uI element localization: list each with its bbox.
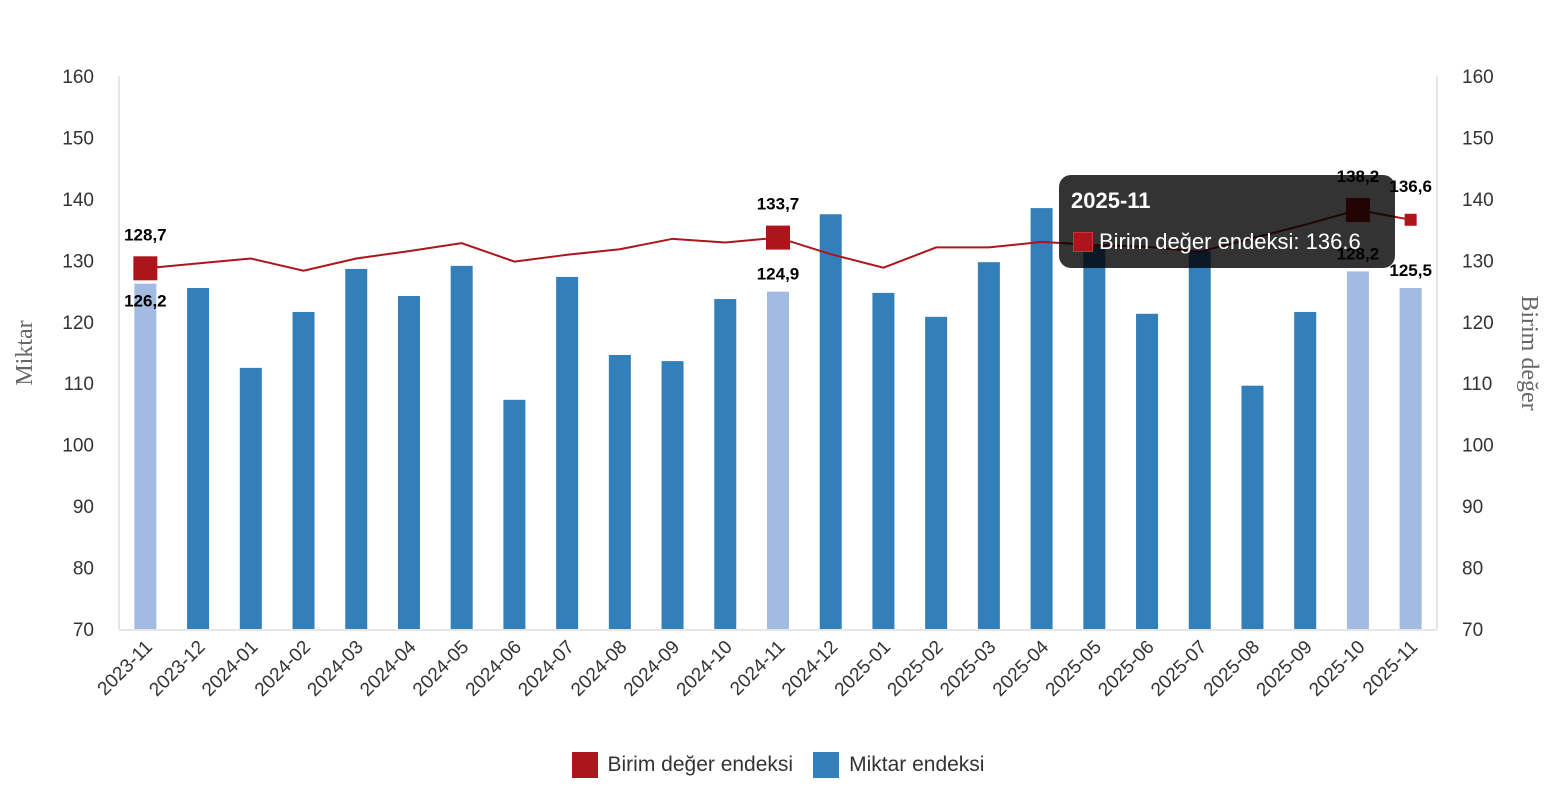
- x-tick-label: 2025-10: [1305, 637, 1369, 701]
- x-tick-label: 2025-09: [1253, 637, 1317, 701]
- line-data-label: 128,7: [124, 225, 167, 244]
- y2-tick-label: 110: [1462, 374, 1492, 395]
- bar-2024-10[interactable]: [714, 299, 737, 629]
- tooltip-title: 2025-11: [1071, 188, 1151, 213]
- y-tick-label: 80: [73, 559, 94, 580]
- line-marker-2024-11[interactable]: [766, 225, 790, 250]
- x-tick-label: 2025-11: [1359, 637, 1422, 700]
- y-tick-label: 120: [62, 313, 94, 334]
- y2-tick-label: 160: [1462, 67, 1494, 88]
- x-tick-label: 2025-07: [1147, 637, 1211, 701]
- x-tick-label: 2024-03: [304, 637, 368, 701]
- x-tick-label: 2023-11: [94, 637, 157, 700]
- x-tick-label: 2025-06: [1094, 637, 1158, 701]
- y2-tick-label: 130: [1462, 251, 1494, 272]
- y2-tick-label: 120: [1462, 313, 1494, 334]
- legend: Birim değer endeksi Miktar endeksi: [0, 752, 1556, 778]
- bar-2025-11[interactable]: [1399, 287, 1422, 629]
- bar-2025-09[interactable]: [1294, 311, 1317, 629]
- y-tick-label: 140: [62, 190, 94, 211]
- x-tick-label: 2025-03: [936, 637, 1000, 701]
- bar-2025-10[interactable]: [1346, 271, 1369, 629]
- x-tick-label: 2024-04: [356, 636, 420, 700]
- x-tick-label: 2024-05: [409, 637, 473, 701]
- x-tick-label: 2024-08: [567, 637, 631, 701]
- bar-2025-03[interactable]: [977, 262, 1000, 629]
- bar-2023-11[interactable]: [134, 283, 157, 629]
- bar-2024-11[interactable]: [767, 291, 789, 629]
- bar-2025-02[interactable]: [925, 316, 948, 629]
- line-data-label: 133,7: [757, 195, 800, 214]
- y2-tick-label: 80: [1462, 559, 1483, 580]
- right-y-axis: 70 80 90 100 110 120 130 140 150 160: [1462, 67, 1494, 641]
- tooltip-text: Birim değer endeksi: 136.6: [1099, 229, 1361, 254]
- bar-2024-12[interactable]: [819, 214, 842, 629]
- x-tick-label: 2023-12: [145, 637, 209, 701]
- bar-2024-05[interactable]: [450, 265, 473, 629]
- legend-label: Miktar endeksi: [849, 753, 985, 776]
- bar-2024-04[interactable]: [397, 295, 420, 629]
- y2-tick-label: 100: [1462, 436, 1494, 457]
- tooltip: 2025-11 Birim değer endeksi: 136.6: [1059, 175, 1395, 268]
- bar-2025-01[interactable]: [872, 292, 895, 629]
- legend-label: Birim değer endeksi: [607, 753, 794, 776]
- y-tick-label: 70: [73, 620, 94, 641]
- x-tick-label: 2024-02: [251, 637, 315, 701]
- bar-data-label: 124,9: [757, 265, 800, 284]
- y2-tick-label: 140: [1462, 190, 1494, 211]
- y-tick-label: 100: [62, 436, 94, 457]
- legend-item-birim-deger[interactable]: Birim değer endeksi: [571, 752, 794, 778]
- y2-tick-label: 70: [1462, 620, 1483, 641]
- legend-swatch-blue: [813, 752, 840, 778]
- left-y-axis: 70 80 90 100 110 120 130 140 150 160: [62, 67, 94, 641]
- bar-2025-04[interactable]: [1030, 208, 1053, 629]
- x-tick-label: 2024-01: [198, 637, 262, 701]
- x-tick-label: 2025-05: [1042, 637, 1106, 701]
- y2-tick-label: 150: [1462, 128, 1494, 149]
- bar-2024-08[interactable]: [608, 354, 631, 629]
- x-tick-label: 2024-10: [673, 637, 737, 701]
- line-marker-2025-11[interactable]: [1404, 213, 1417, 226]
- x-tick-label: 2025-04: [989, 636, 1053, 700]
- x-tick-label: 2025-01: [831, 637, 895, 701]
- bar-2024-01[interactable]: [239, 367, 262, 629]
- y-tick-label: 150: [62, 128, 94, 149]
- y-tick-label: 90: [73, 497, 94, 518]
- left-axis-title: Miktar: [12, 320, 38, 385]
- bar-2025-08[interactable]: [1241, 385, 1264, 629]
- x-tick-label: 2025-02: [884, 637, 948, 701]
- bar-2024-02[interactable]: [292, 311, 315, 629]
- bar-data-label: 125,5: [1389, 261, 1432, 280]
- bar-2025-07[interactable]: [1188, 251, 1211, 629]
- legend-item-miktar[interactable]: Miktar endeksi: [813, 752, 984, 778]
- right-axis-title: Birim değer: [1516, 295, 1542, 410]
- line-data-label: 136,6: [1389, 177, 1432, 196]
- y2-tick-label: 90: [1462, 497, 1483, 518]
- x-tick-label: 2024-12: [778, 637, 842, 701]
- y-tick-label: 110: [64, 374, 94, 395]
- bar-2023-12[interactable]: [187, 287, 210, 629]
- x-tick-label: 2024-11: [726, 637, 789, 700]
- line-marker-2023-11[interactable]: [133, 256, 158, 281]
- x-tick-label: 2024-07: [514, 637, 578, 701]
- bar-2024-06[interactable]: [503, 399, 526, 629]
- bar-2024-09[interactable]: [661, 361, 684, 629]
- bar-2024-07[interactable]: [556, 276, 579, 629]
- bar-2025-06[interactable]: [1136, 313, 1159, 629]
- y-tick-label: 130: [62, 251, 94, 272]
- bar-2024-03[interactable]: [345, 268, 368, 629]
- y-tick-label: 160: [62, 67, 94, 88]
- tooltip-row: Birim değer endeksi: 136.6: [1073, 229, 1361, 255]
- bar-data-label: 126,2: [124, 292, 167, 311]
- legend-swatch-red: [571, 752, 598, 778]
- x-tick-label: 2024-09: [620, 637, 684, 701]
- x-tick-label: 2025-08: [1200, 637, 1264, 701]
- x-tick-label: 2024-06: [462, 637, 526, 701]
- tooltip-swatch: [1073, 232, 1093, 252]
- bar-2025-05[interactable]: [1083, 244, 1106, 629]
